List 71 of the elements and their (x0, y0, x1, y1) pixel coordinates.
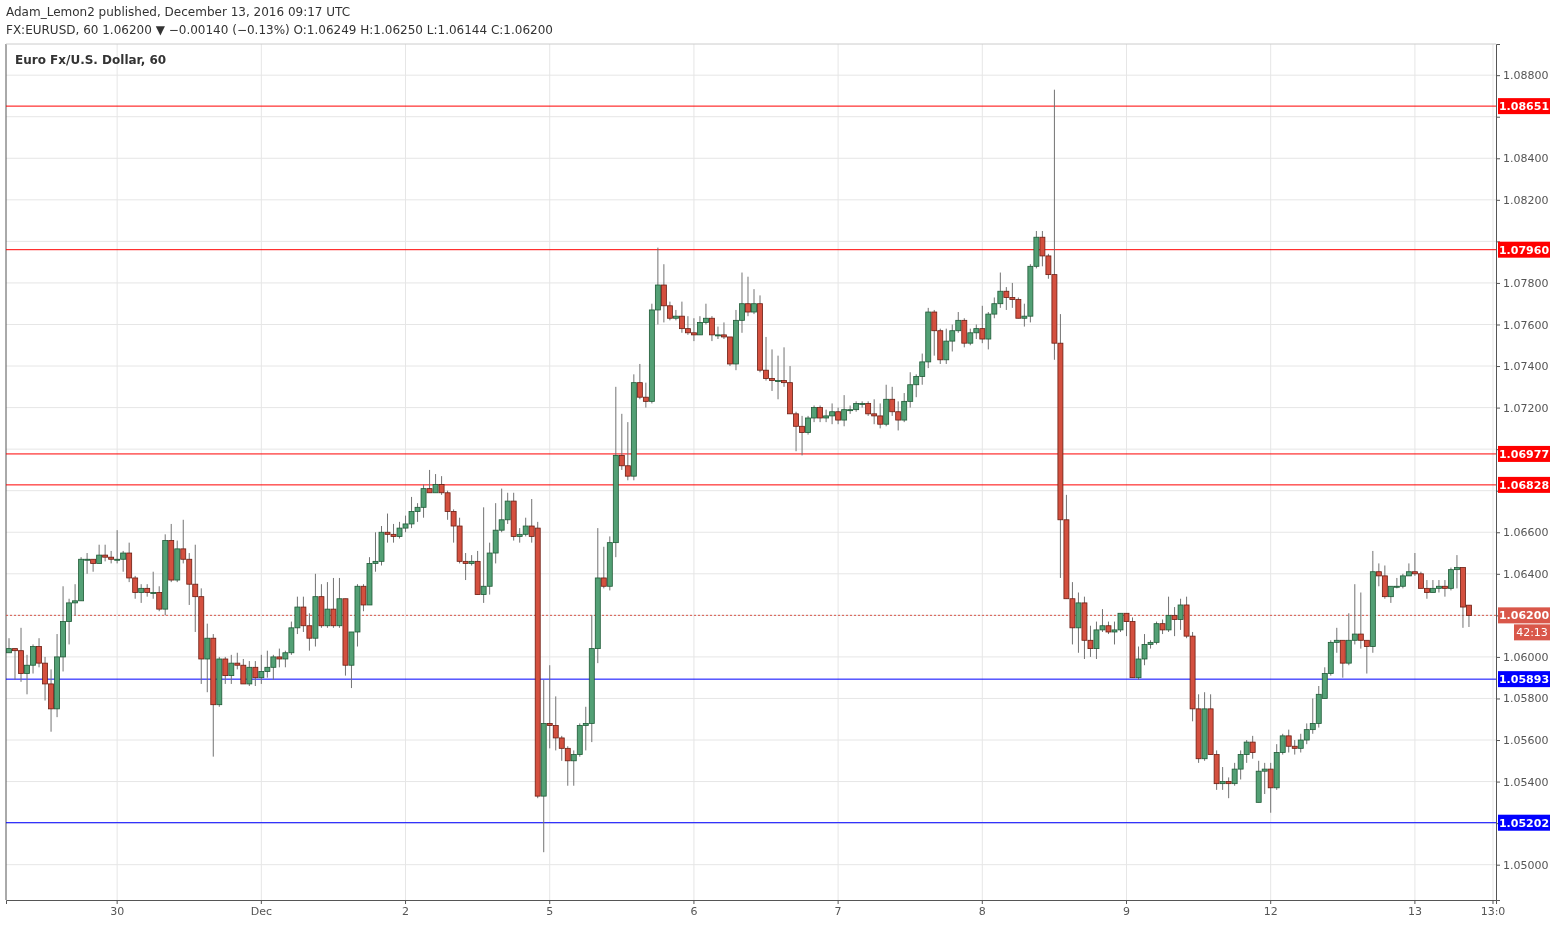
candlestick (150, 571, 157, 600)
x-tick-label: 12 (1263, 904, 1278, 918)
x-tick-label: 5 (546, 904, 554, 918)
ref-line-label: 1.05202 (1498, 816, 1550, 830)
x-tick-label: 8 (978, 904, 986, 918)
y-tick-label: 1.06400 (1503, 567, 1549, 581)
ref-line-label: 1.06200 (1498, 609, 1550, 623)
y-tick-label: 1.07200 (1503, 401, 1549, 415)
candlestick (1249, 735, 1256, 760)
candlestick (1177, 598, 1184, 631)
candlestick (1339, 639, 1346, 679)
y-tick-label: 1.05600 (1503, 734, 1549, 748)
candlestick (1171, 606, 1178, 637)
candlestick (156, 585, 163, 612)
y-tick-label: 1.07400 (1503, 360, 1549, 374)
candlestick (751, 288, 757, 315)
candlestick (276, 648, 283, 668)
candlestick (324, 581, 331, 629)
x-tick-label: 2 (402, 904, 410, 918)
candlestick (1165, 596, 1172, 633)
candlestick (360, 583, 367, 612)
text: Adam_Lemon2 published, December 13, 2016 09:17 UTC (6, 5, 351, 19)
candlestick (330, 577, 337, 629)
candlestick (600, 546, 607, 589)
candlestick (1442, 579, 1448, 598)
candlestick (252, 660, 259, 687)
x-tick-label: 30 (110, 904, 125, 918)
y-tick-label: 1.05000 (1503, 858, 1549, 872)
y-tick-label: 1.05400 (1503, 775, 1549, 789)
y-tick-label: 1.06600 (1503, 526, 1549, 540)
candlestick (222, 656, 229, 685)
x-tick-label: Dec (250, 904, 272, 918)
y-tick-label: 1.05800 (1503, 692, 1549, 706)
ref-line-label: 1.07960 (1498, 243, 1550, 257)
candlestick (1225, 776, 1232, 799)
candlestick (979, 305, 986, 344)
candlestick (432, 473, 439, 494)
candlestick (961, 317, 968, 348)
y-tick-label: 1.07800 (1503, 276, 1549, 290)
x-tick-label: 13 (1407, 904, 1422, 918)
candlestick (204, 623, 211, 693)
candlestick (775, 355, 781, 400)
candlestick (709, 315, 715, 342)
candlestick (90, 558, 97, 573)
candlestick (745, 276, 751, 317)
x-tick-label: 7 (834, 904, 842, 918)
text: FX:EURUSD, 60 1.06200 ▼ −0.00140 (−0.13%) O:1.06249 H:1.06250 L:1.06144 C:1.06200 (6, 23, 553, 37)
candlestick (673, 309, 679, 321)
candlestick (96, 544, 103, 564)
x-tick-label: 13:0 (1480, 904, 1506, 918)
candlestick (6, 637, 12, 654)
candlestick (228, 654, 235, 685)
x-tick-label: 6 (690, 904, 698, 918)
y-tick-label: 1.06000 (1503, 650, 1549, 664)
x-tick-label: 9 (1123, 904, 1130, 918)
y-tick-label: 1.08200 (1503, 193, 1549, 207)
candlestick (1219, 766, 1226, 791)
y-tick-label: 1.08800 (1503, 69, 1549, 83)
candlestick (1267, 762, 1274, 814)
ref-line-label: 1.06977 (1498, 447, 1550, 461)
candlestick (715, 326, 721, 340)
candlestick (426, 469, 433, 494)
y-tick-label: 1.07600 (1503, 318, 1549, 332)
text: 42:13 (1516, 626, 1548, 640)
y-tick-label: 1.08400 (1503, 152, 1549, 166)
ref-line-label: 1.06828 (1498, 478, 1550, 492)
ref-line-label: 1.05893 (1498, 673, 1550, 687)
candlestick (246, 660, 253, 687)
text: Euro Fx/U.S. Dollar, 60 (15, 53, 167, 67)
ref-line-label: 1.08651 (1498, 100, 1550, 114)
candlestick (138, 583, 145, 604)
